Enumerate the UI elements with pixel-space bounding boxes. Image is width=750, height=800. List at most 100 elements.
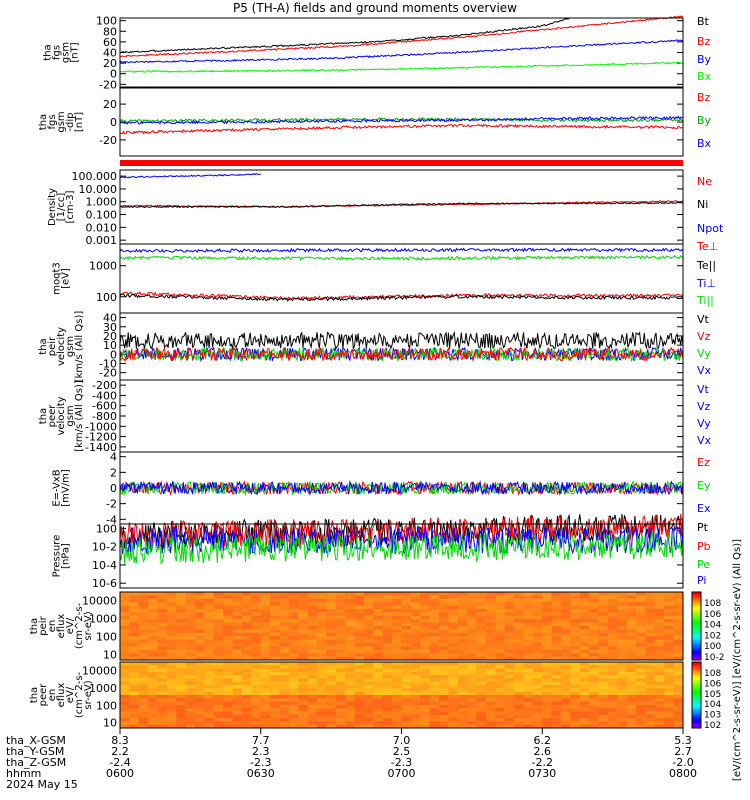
spectrogram-cell [354, 598, 365, 603]
spectrogram-cell [270, 602, 281, 607]
spectrogram-cell [420, 718, 431, 722]
spectrogram-cell [148, 636, 159, 641]
spectrogram-cell [617, 718, 628, 722]
spectrogram-cell [457, 698, 468, 703]
spectrogram-cell [307, 671, 318, 676]
spectrogram-cell [654, 646, 665, 651]
spectrogram-cell [195, 629, 205, 634]
spectrogram-cell [598, 622, 609, 627]
spectrogram-cell [345, 612, 356, 617]
spectrogram-cell [382, 643, 393, 647]
spectrogram-cell [589, 668, 600, 673]
spectrogram-cell [467, 718, 478, 722]
spectrogram-cell [138, 675, 149, 679]
colorbar-cell [692, 650, 701, 654]
spectrogram-cell [317, 701, 327, 706]
spectrogram-cell [232, 656, 243, 661]
spectrogram-cell [636, 639, 646, 644]
spectrogram-cell [607, 595, 618, 600]
spectrogram-cell [420, 646, 431, 651]
spectrogram-cell [579, 622, 590, 627]
spectrogram-cell [532, 643, 543, 647]
series-line-Bz [119, 15, 684, 58]
spectrogram-cell [523, 626, 534, 630]
spectrogram-cell [420, 632, 431, 637]
spectrogram-cell [448, 708, 459, 712]
spectrogram-cell [288, 643, 299, 647]
spectrogram-cell [664, 668, 675, 673]
spectrogram-cell [467, 711, 478, 716]
spectrogram-cell [532, 609, 543, 613]
spectrogram-cell [148, 646, 159, 651]
spectrogram-cell [223, 681, 234, 686]
spectrogram-cell [166, 598, 177, 603]
spectrogram-cell [223, 691, 234, 696]
spectrogram-cell [607, 649, 618, 654]
spectrogram-cell [138, 615, 149, 620]
spectrogram-cell [626, 685, 637, 689]
spectrogram-cell [241, 675, 252, 679]
spectrogram-cell [392, 626, 402, 630]
spectrogram-cell [532, 632, 543, 637]
spectrogram-cell [392, 653, 402, 658]
spectrogram-cell [373, 598, 384, 603]
spectrogram-cell [317, 646, 327, 651]
spectrogram-cell [495, 678, 506, 683]
spectrogram-cell [345, 718, 356, 722]
spectrogram-cell [326, 711, 337, 716]
y-axis-label: tha [29, 687, 40, 703]
y-tick-label: -200 [92, 379, 117, 392]
spectrogram-cell [626, 714, 637, 719]
spectrogram-cell [326, 643, 337, 647]
spectrogram-cell [673, 698, 684, 703]
spectrogram-cell [260, 711, 271, 716]
spectrogram-cell [579, 698, 590, 703]
spectrogram-cell [457, 721, 468, 726]
spectrogram-cell [307, 619, 318, 624]
spectrogram-cell [645, 688, 656, 693]
spectrogram-cell [579, 662, 590, 666]
spectrogram-cell [120, 691, 130, 696]
spectrogram-cell [241, 622, 252, 627]
spectrogram-cell [439, 665, 449, 670]
spectrogram-cell [382, 688, 393, 693]
legend-entry: Bx [697, 137, 712, 150]
spectrogram-cell [195, 609, 205, 613]
spectrogram-cell [298, 675, 309, 679]
spectrogram-cell [401, 639, 412, 644]
spectrogram-cell [664, 609, 675, 613]
spectrogram-cell [561, 678, 571, 683]
spectrogram-cell [636, 708, 646, 712]
spectrogram-cell [467, 675, 478, 679]
x-axis-row-label: hhmm [6, 767, 41, 780]
spectrogram-cell [307, 704, 318, 709]
spectrogram-cell [570, 714, 581, 719]
spectrogram-cell [645, 639, 656, 644]
spectrogram-cell [392, 656, 402, 661]
spectrogram-cell [504, 612, 515, 617]
spectrogram-cell [467, 665, 478, 670]
spectrogram-cell [157, 721, 168, 726]
colorbar-cell [692, 673, 701, 676]
spectrogram-cell [326, 671, 337, 676]
spectrogram-cell [138, 649, 149, 654]
y-axis-label: gsm [61, 42, 72, 63]
spectrogram-cell [589, 653, 600, 658]
spectrogram-cell [213, 714, 224, 719]
spectrogram-cell [354, 721, 365, 726]
spectrogram-cell [401, 718, 412, 722]
spectrogram-cell [561, 609, 571, 613]
spectrogram-cell [626, 643, 637, 647]
spectrogram-cell [382, 701, 393, 706]
spectrogram-cell [476, 629, 487, 634]
spectrogram-cell [457, 615, 468, 620]
spectrogram-cell [495, 643, 506, 647]
spectrogram-cell [617, 678, 628, 683]
spectrogram-cell [570, 671, 581, 676]
spectrogram-cell [298, 662, 309, 666]
spectrogram-cell [523, 681, 534, 686]
spectrogram-cell [504, 602, 515, 607]
spectrogram-cell [373, 708, 384, 712]
spectrogram-cell [420, 681, 431, 686]
colorbar-cell [692, 699, 701, 703]
